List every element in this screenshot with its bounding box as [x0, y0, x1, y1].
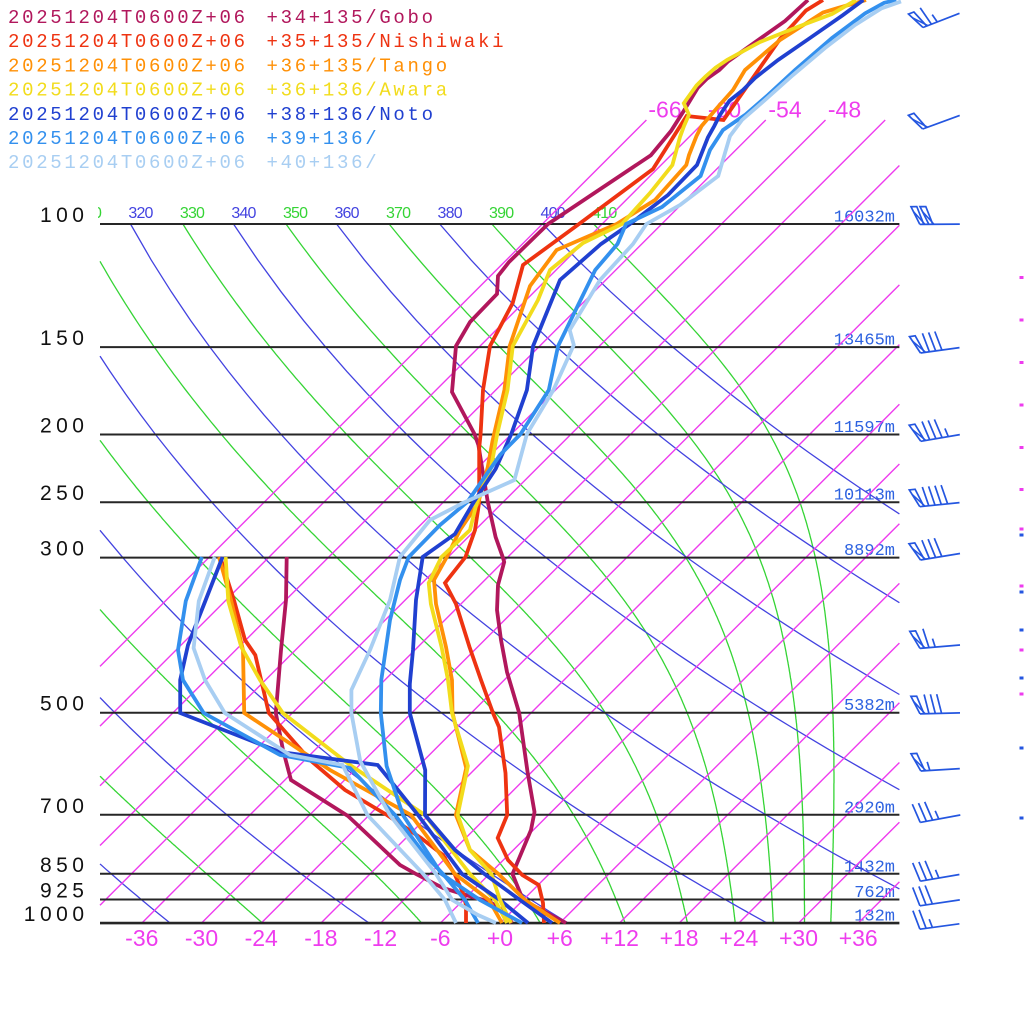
svg-text:20251204T0600Z+06: 20251204T0600Z+06	[8, 152, 248, 174]
svg-text:5382m: 5382m	[844, 697, 895, 716]
svg-text:200: 200	[40, 415, 89, 438]
svg-text:700: 700	[40, 795, 89, 818]
svg-text:+36: +36	[839, 925, 878, 951]
svg-text:+35+135/Nishiwaki: +35+135/Nishiwaki	[267, 31, 507, 53]
svg-text:150: 150	[40, 327, 89, 350]
svg-text:+39+136/: +39+136/	[267, 128, 380, 150]
svg-text:+40+136/: +40+136/	[267, 152, 380, 174]
svg-text:-36: -36	[125, 925, 158, 951]
svg-text:+36+135/Tango: +36+135/Tango	[267, 55, 450, 77]
svg-text:-48: -48	[828, 97, 861, 123]
svg-text:-66: -66	[648, 97, 681, 123]
svg-text:+0: +0	[487, 925, 513, 951]
svg-text:+6: +6	[547, 925, 573, 951]
svg-text:+34+135/Gobo: +34+135/Gobo	[267, 7, 436, 29]
svg-text:20251204T0600Z+06: 20251204T0600Z+06	[8, 80, 248, 102]
svg-text:250: 250	[40, 482, 89, 505]
svg-text:20251204T0600Z+06: 20251204T0600Z+06	[8, 55, 248, 77]
svg-text:762m: 762m	[854, 884, 895, 903]
svg-text:300: 300	[40, 538, 89, 561]
svg-text:330: 330	[180, 205, 205, 222]
svg-text:390: 390	[489, 205, 514, 222]
svg-text:350: 350	[283, 205, 308, 222]
svg-text:320: 320	[128, 205, 153, 222]
svg-text:20251204T0600Z+06: 20251204T0600Z+06	[8, 7, 248, 29]
svg-text:20251204T0600Z+06: 20251204T0600Z+06	[8, 128, 248, 150]
svg-text:16032m: 16032m	[834, 209, 895, 228]
svg-text:360: 360	[334, 205, 359, 222]
svg-text:13465m: 13465m	[834, 332, 895, 351]
svg-text:500: 500	[40, 693, 89, 716]
svg-text:+18: +18	[660, 925, 699, 951]
svg-text:-24: -24	[245, 925, 278, 951]
svg-text:340: 340	[231, 205, 256, 222]
svg-text:310: 310	[77, 205, 102, 222]
svg-text:850: 850	[40, 854, 89, 877]
svg-text:-54: -54	[768, 97, 801, 123]
svg-text:1000: 1000	[24, 903, 89, 926]
svg-text:20251204T0600Z+06: 20251204T0600Z+06	[8, 31, 248, 53]
svg-text:925: 925	[40, 880, 89, 903]
svg-text:-30: -30	[185, 925, 218, 951]
svg-text:380: 380	[438, 205, 463, 222]
svg-text:20251204T0600Z+06: 20251204T0600Z+06	[8, 104, 248, 126]
svg-text:+36+136/Awara: +36+136/Awara	[267, 80, 450, 102]
svg-text:+12: +12	[600, 925, 639, 951]
svg-text:-12: -12	[364, 925, 397, 951]
svg-text:370: 370	[386, 205, 411, 222]
svg-text:+38+136/Noto: +38+136/Noto	[267, 104, 436, 126]
svg-text:100: 100	[40, 204, 89, 227]
svg-text:1432m: 1432m	[844, 858, 895, 877]
svg-text:2920m: 2920m	[844, 799, 895, 818]
svg-text:-18: -18	[304, 925, 337, 951]
svg-text:8892m: 8892m	[844, 542, 895, 561]
svg-text:-6: -6	[430, 925, 450, 951]
svg-text:+24: +24	[719, 925, 758, 951]
svg-text:+30: +30	[779, 925, 818, 951]
